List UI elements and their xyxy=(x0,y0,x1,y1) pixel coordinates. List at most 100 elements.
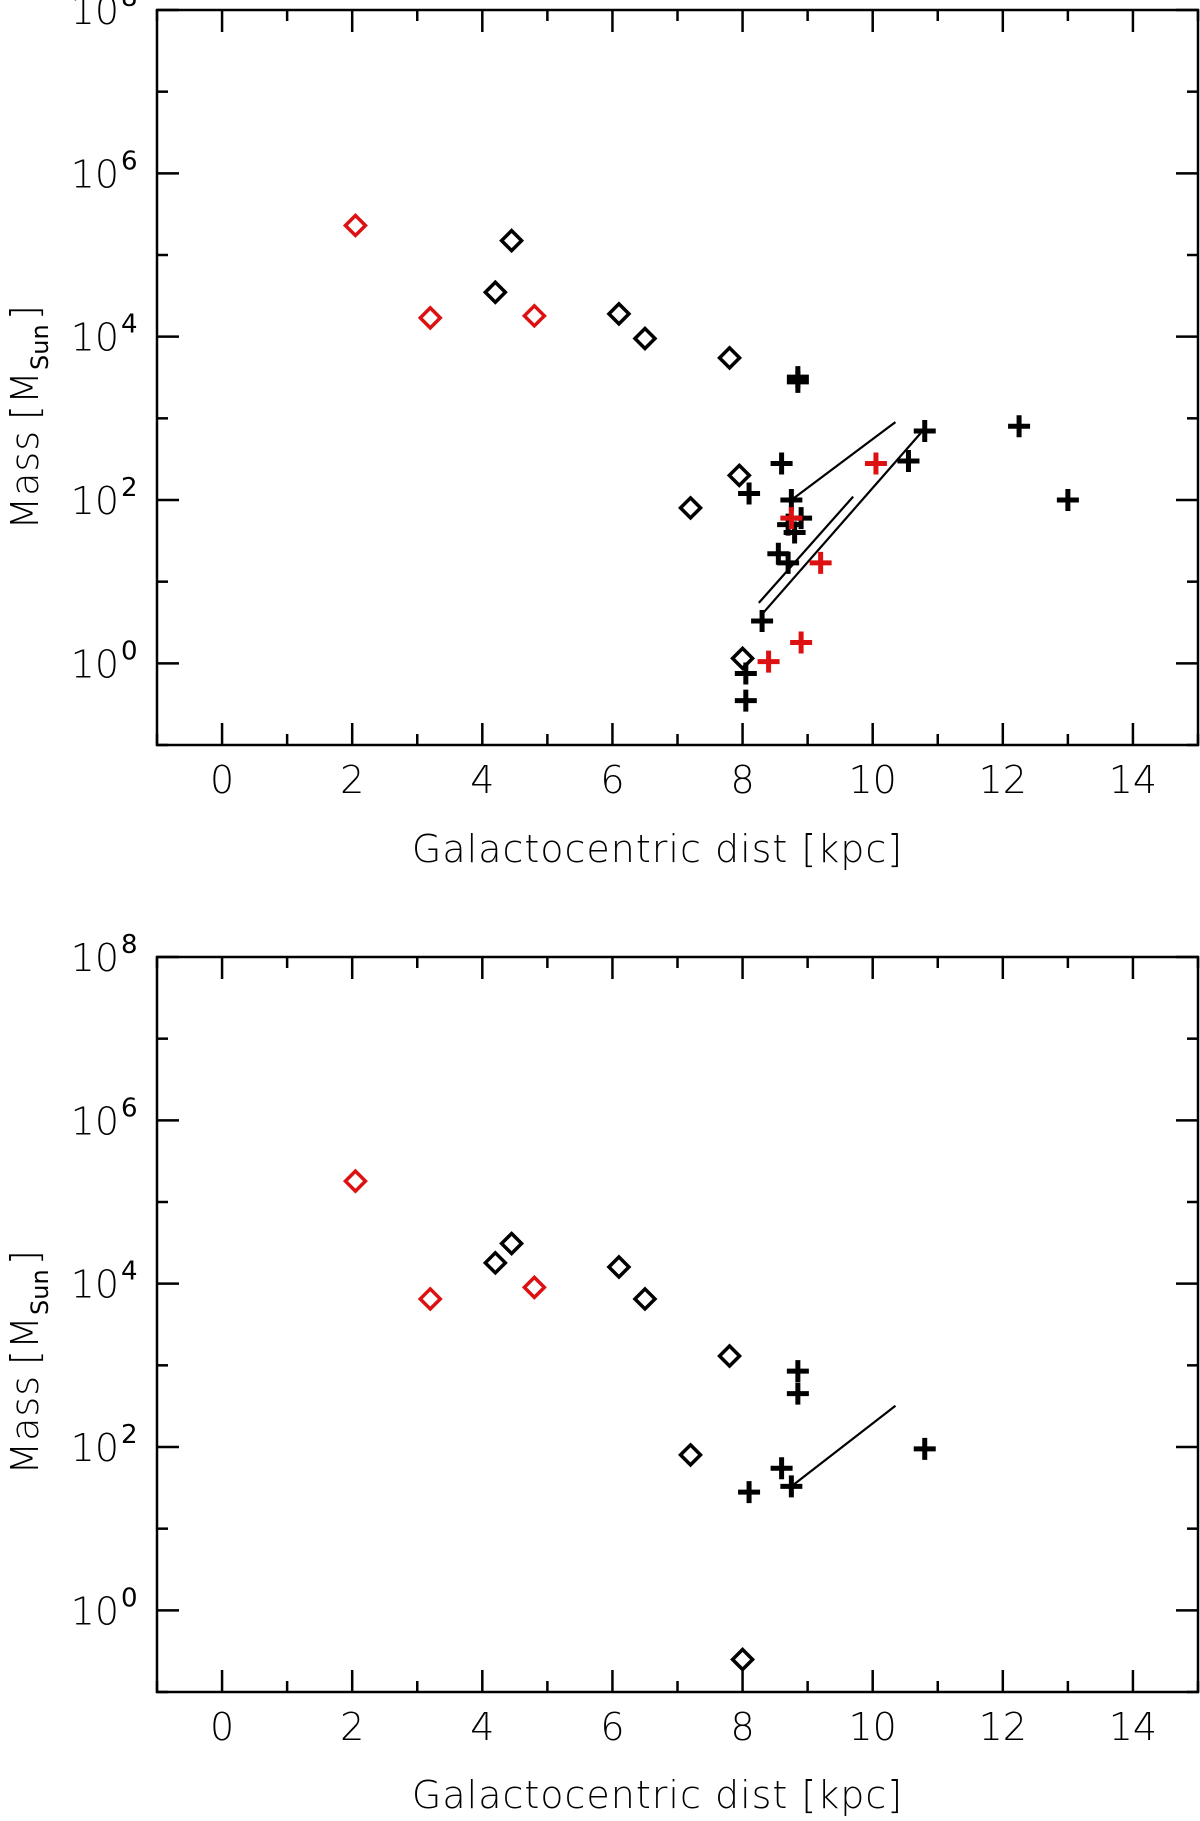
diamond-marker xyxy=(499,1231,525,1257)
plot-frame xyxy=(155,955,1200,1694)
y-axis-label-bracket-close: ] xyxy=(3,1249,47,1265)
y-tick-label-base: 10 xyxy=(71,936,119,980)
y-axis-label-sub: Sun xyxy=(26,324,54,370)
diamond-marker xyxy=(632,326,658,351)
plus-marker xyxy=(780,507,803,530)
plus-marker xyxy=(864,452,887,475)
x-tick-label: 8 xyxy=(730,758,754,802)
y-tick-label-exponent: 4 xyxy=(121,310,138,340)
x-tick-label: 14 xyxy=(1109,758,1157,802)
plus-marker xyxy=(738,482,761,505)
y-axis-label-bracket-close: ] xyxy=(3,304,47,320)
y-tick-label-exponent: 0 xyxy=(121,1583,138,1613)
diamond-marker xyxy=(678,1442,703,1468)
x-tick-label: 10 xyxy=(849,758,897,802)
x-axis-label: Galactocentric dist [kpc] xyxy=(412,827,903,871)
diamond-marker xyxy=(417,1286,443,1312)
y-tick-label-exponent: 8 xyxy=(121,0,138,13)
y-tick-label-exponent: 2 xyxy=(121,1420,138,1450)
plus-marker xyxy=(757,650,780,673)
y-tick-label-exponent: 4 xyxy=(121,1257,138,1287)
y-axis-label-unit: M xyxy=(3,370,47,404)
y-tick-label-base: 10 xyxy=(71,1099,119,1143)
diamond-marker xyxy=(717,345,743,371)
x-tick-label: 0 xyxy=(210,758,234,802)
diamond-marker xyxy=(482,1250,508,1276)
plus-marker xyxy=(751,609,774,632)
plus-marker xyxy=(734,662,757,685)
plus-marker xyxy=(809,551,832,574)
x-tick-label: 4 xyxy=(470,1705,494,1749)
y-tick-label-exponent: 2 xyxy=(121,473,138,503)
x-tick-label: 6 xyxy=(600,1705,624,1749)
diamond-marker xyxy=(730,645,756,671)
plus-marker xyxy=(783,521,806,544)
y-axis-label-bracket-open: [ xyxy=(3,1349,47,1365)
plus-marker xyxy=(780,1475,803,1498)
plus-marker xyxy=(786,370,809,393)
y-axis-label-unit: M xyxy=(3,1315,47,1349)
plus-marker xyxy=(913,1437,936,1460)
plus-marker xyxy=(770,452,793,475)
x-tick-label: 14 xyxy=(1109,1705,1157,1749)
plus-marker xyxy=(913,419,936,442)
trend-line xyxy=(790,421,897,501)
diamond-marker xyxy=(482,279,508,305)
x-tick-label: 6 xyxy=(600,758,624,802)
plus-marker xyxy=(786,1382,809,1405)
diamond-marker xyxy=(521,1274,547,1300)
x-tick-label: 4 xyxy=(470,758,494,802)
top-panel: 02468101214100102104106108Galactocentric… xyxy=(3,0,1200,871)
plus-marker xyxy=(1056,489,1079,511)
plus-marker xyxy=(738,1481,761,1504)
diamond-marker xyxy=(499,228,525,254)
diamond-marker xyxy=(678,495,703,521)
diamond-marker xyxy=(717,1343,743,1369)
y-tick-label-base: 10 xyxy=(71,1589,119,1633)
y-tick-label-base: 10 xyxy=(71,0,119,33)
x-axis-label: Galactocentric dist [kpc] xyxy=(412,1773,903,1817)
y-tick-label-base: 10 xyxy=(71,1426,119,1470)
y-tick-label-base: 10 xyxy=(71,316,119,360)
y-axis-label-main: Mass xyxy=(3,430,47,530)
y-tick-label-exponent: 0 xyxy=(121,636,138,666)
y-tick-label-base: 10 xyxy=(71,1263,119,1307)
y-tick-label-base: 10 xyxy=(71,152,119,196)
x-tick-label: 12 xyxy=(979,758,1027,802)
diamond-marker xyxy=(726,462,752,488)
plus-marker xyxy=(897,450,920,473)
plot-frame xyxy=(155,8,1200,747)
x-tick-label: 0 xyxy=(210,1705,234,1749)
trend-line xyxy=(790,1404,897,1488)
y-tick-label-exponent: 8 xyxy=(121,930,138,960)
y-axis-label-sub: Sun xyxy=(26,1269,54,1315)
plus-marker xyxy=(1008,415,1031,438)
y-tick-label-exponent: 6 xyxy=(121,1093,138,1123)
y-tick-label-base: 10 xyxy=(71,642,119,686)
x-tick-label: 2 xyxy=(340,1705,364,1749)
diamond-marker xyxy=(342,1168,368,1194)
x-tick-label: 8 xyxy=(730,1705,754,1749)
y-tick-label-exponent: 6 xyxy=(121,146,138,176)
y-axis-label-bracket-open: [ xyxy=(3,404,47,420)
x-tick-label: 10 xyxy=(849,1705,897,1749)
plus-marker xyxy=(734,689,757,712)
diamond-marker xyxy=(730,1647,756,1672)
plus-marker xyxy=(770,1457,793,1480)
y-tick-label-base: 10 xyxy=(71,479,119,523)
diamond-marker xyxy=(606,301,632,327)
diamond-marker xyxy=(606,1254,632,1280)
diamond-marker xyxy=(417,305,443,331)
y-axis-label-main: Mass xyxy=(3,1375,47,1475)
diamond-marker xyxy=(632,1286,658,1312)
diamond-marker xyxy=(342,212,368,238)
x-tick-label: 2 xyxy=(340,758,364,802)
plus-marker xyxy=(786,1360,809,1383)
diamond-marker xyxy=(521,303,547,329)
plus-marker xyxy=(777,551,800,574)
plus-marker xyxy=(790,631,813,654)
